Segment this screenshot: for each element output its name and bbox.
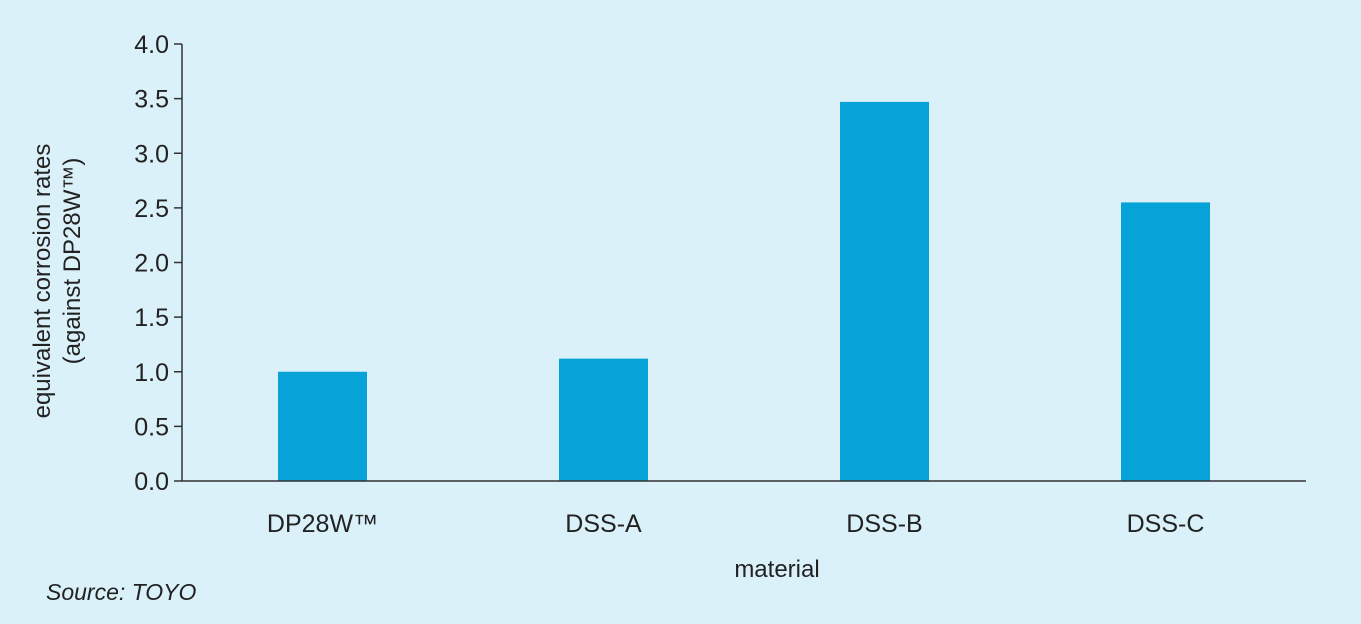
y-axis-title: equivalent corrosion rates (against DP28… <box>29 144 86 419</box>
source-note: Source: TOYO <box>46 579 197 605</box>
bars <box>278 101 1210 481</box>
bar <box>840 101 929 481</box>
y-tick-label: 2.5 <box>134 195 169 223</box>
y-tick-label: 0.0 <box>134 468 169 496</box>
bar <box>278 371 367 481</box>
y-tick-label: 1.0 <box>134 359 169 387</box>
y-tick-label: 1.5 <box>134 304 169 332</box>
y-tick-label: 2.0 <box>134 250 169 278</box>
x-tick-label: DP28W™ <box>267 510 378 538</box>
y-tick-label: 0.5 <box>134 413 169 441</box>
bar <box>559 358 648 481</box>
y-axis: 0.0 0.5 1.0 1.5 2.0 2.5 3.0 3.5 4.0 <box>134 31 183 496</box>
x-axis-title: material <box>734 556 819 583</box>
y-tick-label: 3.0 <box>134 140 169 168</box>
y-tick-label: 3.5 <box>134 86 169 114</box>
y-tick-label: 4.0 <box>134 31 169 59</box>
x-tick-label: DSS-A <box>565 510 642 538</box>
x-tick-label: DSS-C <box>1127 510 1205 538</box>
y-axis-title-line2: (against DP28W™) <box>59 158 86 365</box>
y-axis-title-line1: equivalent corrosion rates <box>29 144 56 419</box>
x-axis: DP28W™ DSS-A DSS-B DSS-C <box>182 480 1306 538</box>
x-tick-label: DSS-B <box>846 510 922 538</box>
bar <box>1121 202 1210 481</box>
